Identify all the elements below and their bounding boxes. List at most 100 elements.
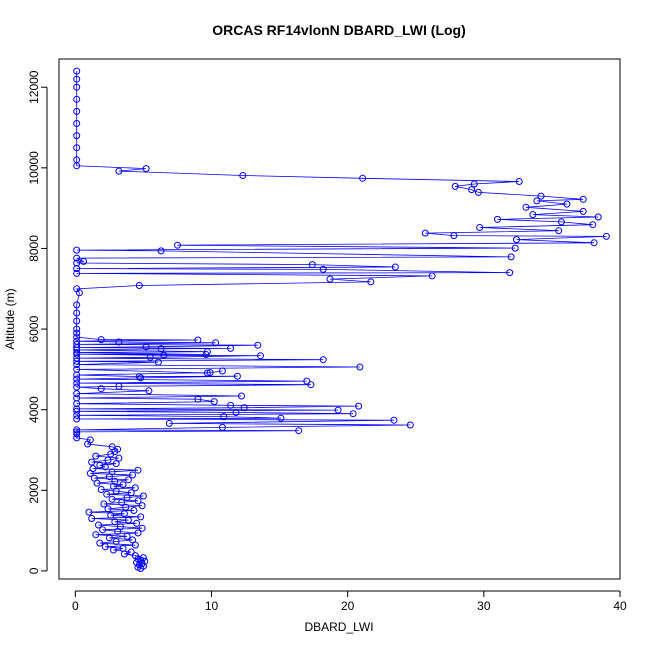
data-point (118, 498, 126, 506)
data-point (513, 236, 520, 244)
data-point (111, 477, 119, 485)
data-point (555, 227, 563, 235)
data-point (233, 372, 241, 380)
data-point (96, 539, 104, 547)
data-point (95, 521, 102, 529)
data-point (194, 395, 202, 403)
data-point (557, 218, 565, 226)
data-point (529, 211, 537, 219)
data-point (115, 454, 123, 462)
data-point (131, 484, 139, 492)
data-point (319, 265, 327, 273)
data-point (240, 404, 248, 412)
data-point (135, 282, 143, 289)
data-point (116, 523, 124, 531)
data-point (105, 534, 113, 542)
data-point (90, 474, 98, 482)
data-point (451, 182, 459, 190)
data-point (141, 557, 149, 565)
y-tick-label: 10000 (27, 151, 41, 185)
data-point (203, 369, 211, 377)
data-point (303, 377, 311, 385)
data-point (590, 239, 598, 247)
data-point (115, 338, 123, 346)
data-point (511, 244, 519, 252)
data-point (142, 343, 150, 351)
data-point (73, 329, 81, 337)
data-point (108, 495, 116, 503)
data-point (110, 546, 117, 554)
data-point (73, 156, 81, 164)
chart-title: ORCAS RF14vlonN DBARD_LWI (Log) (212, 22, 466, 38)
data-point (73, 405, 81, 413)
data-point (131, 552, 139, 560)
y-axis-label: Altitude (m) (3, 288, 17, 349)
data-point (73, 325, 81, 333)
data-point (122, 503, 130, 511)
x-tick-label: 10 (205, 599, 219, 613)
data-point (73, 120, 81, 127)
data-point (104, 505, 112, 513)
data-point (104, 456, 112, 464)
data-point (73, 246, 81, 254)
data-point (73, 415, 81, 423)
data-point (101, 543, 109, 551)
y-tick-label: 4000 (27, 396, 41, 423)
data-point (73, 95, 81, 103)
data-point (218, 423, 226, 431)
data-point (115, 167, 123, 175)
data-point (232, 409, 240, 416)
x-axis: 0 10 20 30 40 (72, 590, 627, 613)
data-point (356, 363, 364, 371)
data-point (154, 358, 162, 366)
data-point (73, 259, 81, 267)
data-point (119, 544, 127, 552)
data-point (476, 224, 484, 231)
data-point (142, 165, 150, 173)
data-point (134, 466, 142, 474)
data-point (349, 410, 357, 418)
data-point (579, 195, 587, 203)
data-point (120, 510, 128, 518)
data-point (73, 317, 81, 325)
data-point (73, 340, 81, 348)
data-point (92, 452, 100, 460)
data-point (359, 174, 367, 182)
data-point (468, 186, 476, 194)
data-point (137, 513, 145, 521)
data-point (73, 428, 81, 436)
data-point (110, 482, 117, 490)
data-point (428, 272, 436, 280)
data-point (89, 465, 97, 473)
data-point (73, 285, 81, 293)
data-point (73, 430, 81, 438)
data-point (73, 107, 81, 115)
x-tick-label: 40 (613, 599, 627, 613)
data-point (73, 144, 81, 152)
data-point (73, 301, 81, 309)
data-point (73, 426, 81, 434)
data-point (123, 532, 131, 540)
data-point (367, 278, 375, 286)
data-point (100, 500, 108, 508)
data-point (73, 337, 81, 345)
data-point (137, 374, 145, 382)
data-point (146, 353, 154, 361)
data-point (139, 554, 147, 562)
x-axis-label: DBARD_LWI (304, 620, 373, 634)
data-point (127, 548, 135, 556)
data-point (533, 197, 541, 205)
data-point (563, 200, 571, 208)
data-point (165, 419, 173, 427)
data-point (80, 257, 87, 265)
data-point (594, 213, 602, 221)
data-point (203, 348, 211, 356)
data-point (160, 351, 168, 359)
data-point (73, 254, 81, 262)
data-point (218, 367, 226, 375)
data-point (123, 494, 131, 502)
data-point (129, 471, 136, 479)
data-point (73, 365, 81, 373)
data-point (85, 508, 93, 516)
